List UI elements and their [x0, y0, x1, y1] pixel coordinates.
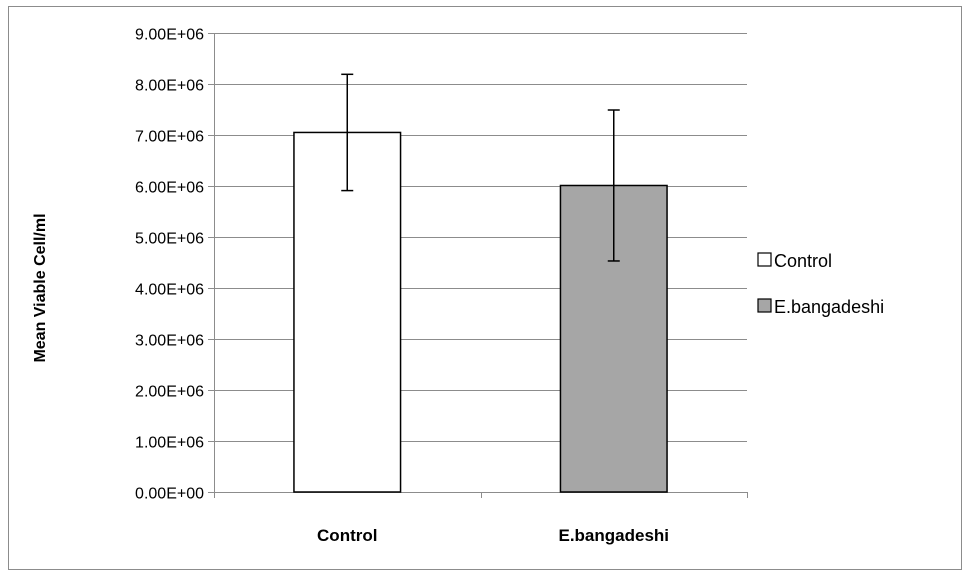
y-axis-label: Mean Viable Cell/ml [32, 213, 49, 362]
error-bars [341, 73, 620, 262]
legend-label: Control [774, 251, 832, 271]
legend: Control E.bangadeshi [757, 251, 884, 317]
y-tick-label: 6.00E+06 [135, 180, 204, 197]
y-tick-label: 7.00E+06 [135, 129, 204, 146]
y-axis-ticks: 0.00E+00 1.00E+06 2.00E+06 3.00E+06 4.00E+06… [135, 27, 214, 503]
legend-swatch [757, 252, 772, 267]
y-tick-label: 9.00E+06 [135, 27, 204, 44]
y-tick-label: 3.00E+06 [135, 333, 204, 350]
x-axis-tick-labels: Control E.bangadeshi [317, 526, 669, 545]
x-tick-label: E.bangadeshi [558, 526, 669, 545]
legend-label: E.bangadeshi [774, 297, 884, 317]
x-tick-label: Control [317, 526, 377, 545]
y-tick-label: 8.00E+06 [135, 78, 204, 95]
y-tick-label: 0.00E+00 [135, 486, 204, 503]
bars [293, 131, 668, 493]
y-tick-label: 1.00E+06 [135, 435, 204, 452]
y-tick-label: 2.00E+06 [135, 384, 204, 401]
y-tick-label: 4.00E+06 [135, 282, 204, 299]
y-tick-label: 5.00E+06 [135, 231, 204, 248]
bar-control [293, 131, 402, 493]
legend-swatch [757, 298, 772, 313]
